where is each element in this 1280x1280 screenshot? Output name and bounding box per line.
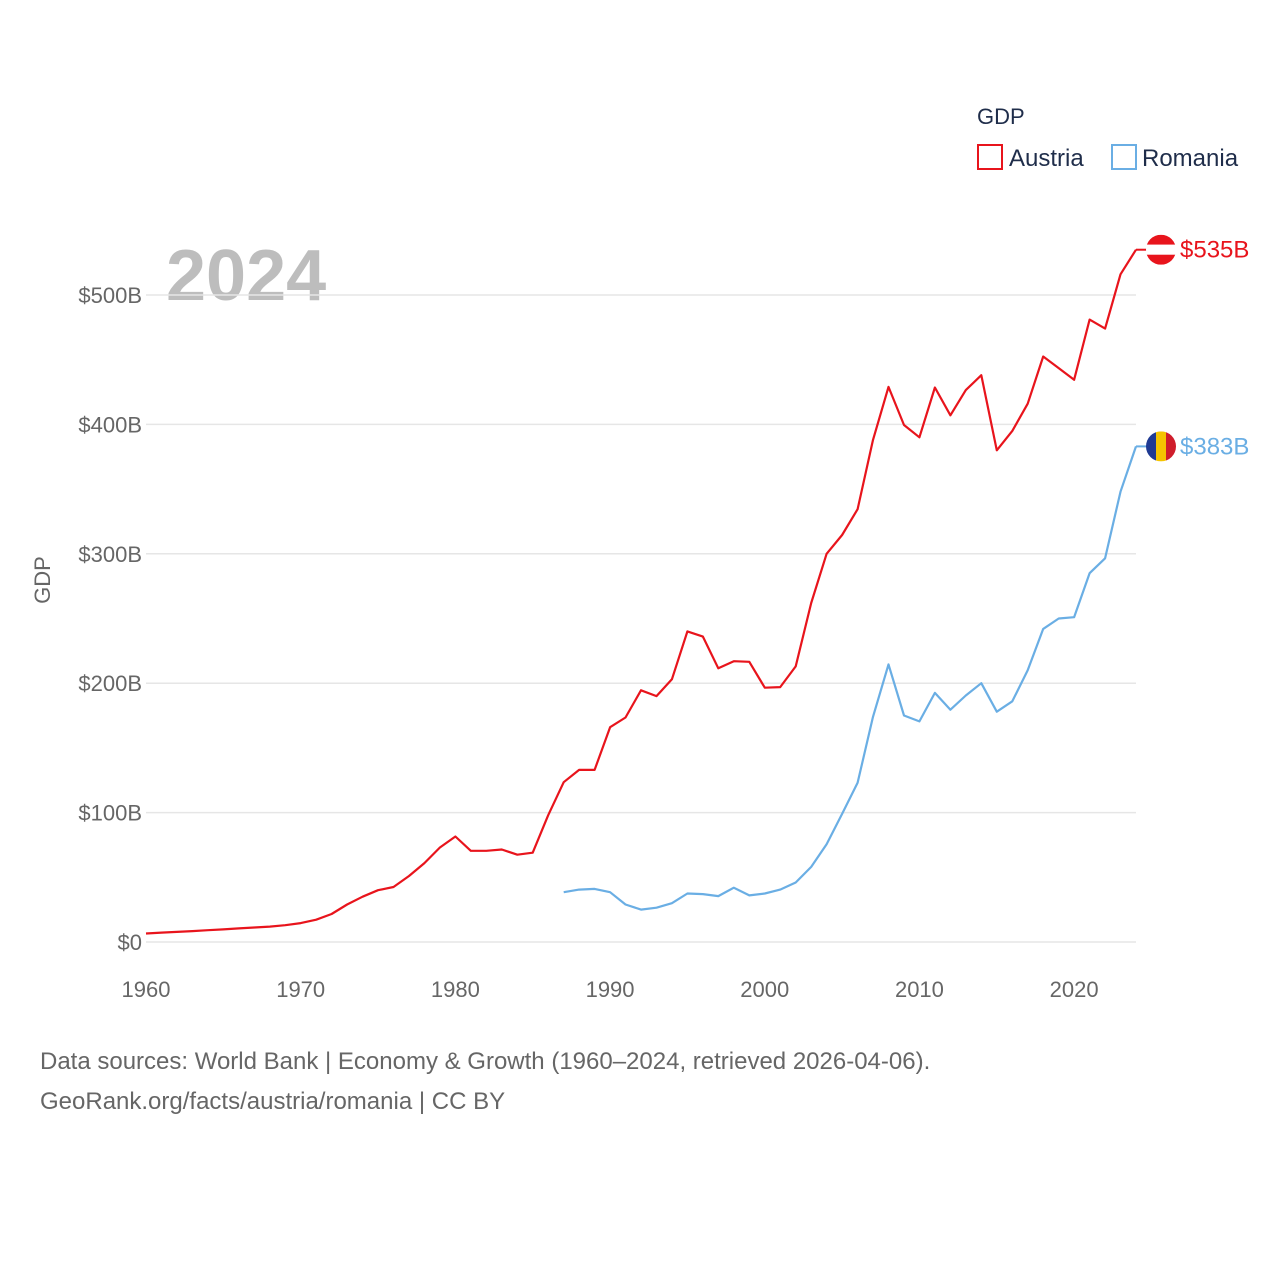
legend-item-austria[interactable]: Austria	[977, 144, 1084, 172]
footer-line-sources: Data sources: World Bank | Economy & Gro…	[40, 1048, 931, 1075]
y-tick-label: $200B	[78, 671, 142, 696]
x-tick-label: 2000	[740, 977, 789, 1002]
x-tick-label: 2010	[895, 977, 944, 1002]
series-line-austria	[145, 249, 1137, 935]
y-tick-label: $0	[118, 930, 142, 955]
legend-label-romania: Romania	[1142, 145, 1239, 172]
y-tick-label: $300B	[78, 542, 142, 567]
x-tick-label: 1960	[122, 977, 171, 1002]
y-tick-label: $100B	[78, 801, 142, 826]
legend-item-romania[interactable]: Romania	[1111, 144, 1239, 172]
year-watermark: 2024	[166, 236, 326, 316]
legend-swatch-romania	[1111, 144, 1137, 170]
y-axis-label: GDP	[30, 556, 55, 604]
legend-title: GDP	[977, 104, 1025, 129]
x-tick-label: 1970	[276, 977, 325, 1002]
footer-line-attribution[interactable]: GeoRank.org/facts/austria/romania | CC B…	[40, 1088, 506, 1115]
grid-lines	[146, 294, 1136, 943]
y-tick-label: $400B	[78, 412, 142, 437]
legend-swatch-austria	[977, 144, 1003, 170]
austria-flag-icon	[1146, 234, 1176, 265]
footer-sources: Data sources: World Bank | Economy & Gro…	[40, 1042, 930, 1122]
x-tick-label: 1980	[431, 977, 480, 1002]
x-tick-label: 1990	[586, 977, 635, 1002]
x-tick-label: 2020	[1050, 977, 1099, 1002]
series-line-romania	[563, 446, 1138, 911]
y-tick-label: $500B	[78, 283, 142, 308]
series-end-markers: $535B $383B	[1136, 234, 1249, 462]
end-value-label-austria: $535B	[1180, 237, 1249, 264]
romania-flag-icon	[1146, 431, 1176, 462]
end-value-label-romania: $383B	[1180, 433, 1249, 460]
series-lines	[145, 249, 1138, 935]
legend-label-austria: Austria	[1009, 145, 1084, 172]
y-axis-ticks: $0 $100B $200B $300B $400B $500B	[78, 283, 142, 955]
legend: GDP Austria Romania	[977, 104, 1239, 172]
x-axis-ticks: 1960 1970 1980 1990 2000 2010 2020	[122, 977, 1099, 1002]
